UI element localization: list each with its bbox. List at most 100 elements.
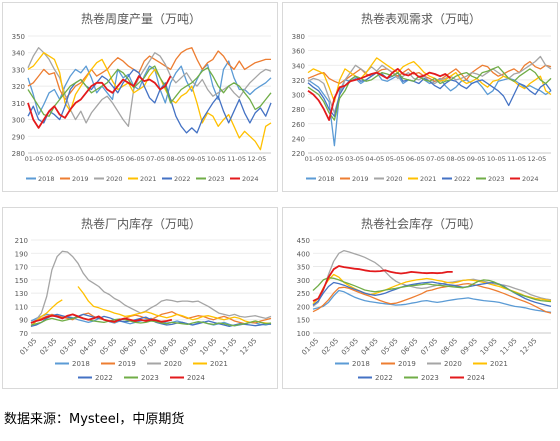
x-tick-label: 01-05: [305, 155, 324, 163]
x-tick-label: 12-05: [527, 155, 546, 163]
y-tick-label: 190: [15, 250, 28, 258]
y-tick-label: 300: [297, 277, 310, 285]
legend-label-2018: 2018: [72, 360, 90, 368]
x-tick-label: 12-05: [238, 337, 258, 357]
x-tick-label: 04-05: [85, 155, 104, 163]
legend-label-2021: 2021: [490, 360, 508, 368]
legend-label-2022: 2022: [174, 175, 191, 183]
y-tick-label: 340: [292, 62, 305, 70]
x-tick-label: 01-05: [18, 337, 38, 357]
y-tick-label: 290: [12, 133, 25, 141]
series-line-2024: [30, 313, 173, 324]
x-tick-label: 05-05: [380, 337, 400, 357]
legend-label-2019: 2019: [398, 360, 416, 368]
y-tick-label: 320: [292, 77, 305, 85]
y-tick-label: 210: [15, 237, 28, 245]
chart-title: 热卷厂内库存（万吨）: [81, 216, 201, 231]
legend-label-2020: 2020: [386, 175, 403, 183]
legend-label-2024: 2024: [467, 374, 485, 382]
chart-title: 热卷周度产量（万吨）: [81, 11, 201, 26]
y-tick-label: 300: [12, 117, 25, 125]
series-line-2022: [27, 68, 272, 134]
x-tick-label: 06-05: [406, 155, 425, 163]
series-line-2019: [312, 282, 552, 314]
legend-label-2021: 2021: [140, 175, 157, 183]
x-tick-label: 10-05: [479, 337, 499, 357]
x-tick-label: 11-05: [499, 337, 519, 357]
y-tick-label: 300: [292, 92, 305, 100]
y-tick-label: 450: [297, 237, 310, 245]
x-tick-label: 06-05: [126, 155, 145, 163]
x-tick-label: 08-05: [158, 337, 178, 357]
legend-label-2018: 2018: [318, 175, 335, 183]
y-tick-label: 70: [19, 330, 28, 338]
chart-panel-social-inventory: 热卷社会库存（万吨） 100 150 200 250 300 350 400 450 01-05 0…: [282, 207, 558, 389]
y-tick-label: 240: [292, 135, 305, 143]
y-tick-label: 150: [15, 277, 28, 285]
x-tick-label: 02-05: [320, 337, 340, 357]
series-line-2024: [307, 68, 452, 121]
x-tick-label: 02-05: [325, 155, 344, 163]
x-tick-label: 07-05: [419, 337, 439, 357]
series-line-2020: [30, 250, 272, 324]
y-tick-label: 200: [297, 303, 310, 311]
legend-label-2023: 2023: [421, 374, 439, 382]
series-line-2024: [27, 75, 172, 129]
y-tick-label: 330: [12, 66, 25, 74]
chart-title: 热卷表观需求（万吨）: [361, 11, 481, 26]
x-tick-label: 04-05: [365, 155, 384, 163]
legend-label-2022: 2022: [95, 374, 113, 382]
y-tick-label: 350: [12, 33, 25, 41]
x-tick-label: 09-05: [178, 337, 198, 357]
x-tick-label: 02-05: [45, 155, 64, 163]
series-line-2020: [312, 249, 552, 307]
series-line-2024: [312, 265, 453, 302]
x-tick-label: 04-05: [78, 337, 98, 357]
x-tick-label: 07-05: [146, 155, 165, 163]
chart-panel-mill-inventory: 热卷厂内库存（万吨） 70 90 110 130 150 170 190 210 01-05 02-…: [2, 207, 278, 389]
y-tick-label: 310: [12, 100, 25, 108]
y-tick-label: 280: [292, 106, 305, 114]
x-tick-label: 11-05: [227, 155, 246, 163]
legend-label-2020: 2020: [164, 360, 182, 368]
y-tick-label: 130: [15, 290, 28, 298]
x-tick-label: 06-05: [118, 337, 138, 357]
x-tick-label: 10-05: [487, 155, 506, 163]
y-tick-label: 340: [12, 50, 25, 58]
legend-label-2022: 2022: [454, 175, 471, 183]
x-tick-label: 01-05: [25, 155, 44, 163]
legend-label-2021: 2021: [420, 175, 437, 183]
data-source-note: 数据来源：Mysteel，中原期货: [4, 412, 185, 427]
x-tick-label: 07-05: [138, 337, 158, 357]
y-tick-label: 320: [12, 83, 25, 91]
x-tick-label: 03-05: [58, 337, 78, 357]
y-tick-label: 380: [292, 33, 305, 41]
x-tick-label: 11-05: [507, 155, 526, 163]
x-tick-label: 04-05: [360, 337, 380, 357]
chart-title: 热卷社会库存（万吨）: [361, 216, 481, 231]
legend-label-2020: 2020: [106, 175, 123, 183]
x-tick-label: 05-05: [386, 155, 405, 163]
series-line-2019: [307, 60, 552, 85]
y-tick-label: 250: [297, 290, 310, 298]
x-tick-label: 09-05: [467, 155, 486, 163]
legend-label-2023: 2023: [208, 175, 225, 183]
x-tick-label: 07-05: [426, 155, 445, 163]
x-tick-label: 05-05: [98, 337, 118, 357]
series-line-2020: [27, 47, 272, 127]
x-tick-label: 08-05: [166, 155, 185, 163]
y-tick-label: 170: [15, 264, 28, 272]
x-tick-label: 10-05: [198, 337, 218, 357]
x-tick-label: 08-05: [439, 337, 459, 357]
legend-label-2018: 2018: [352, 360, 370, 368]
chart-panel-apparent-demand: 热卷表观需求（万吨） 220 240 260 280 300 320 340 360 380 01-…: [282, 2, 558, 192]
chart-panel-weekly-output: 热卷周度产量（万吨） 280 290 300 310 320 330 340 350 01-05 0…: [2, 2, 278, 192]
series-line-2023: [312, 277, 552, 303]
series-line-2023: [27, 65, 272, 117]
x-tick-label: 12-05: [518, 337, 538, 357]
y-tick-label: 350: [297, 264, 310, 272]
y-tick-label: 220: [292, 150, 305, 158]
y-tick-label: 400: [297, 250, 310, 258]
chart-mill-inventory: 热卷厂内库存（万吨） 70 90 110 130 150 170 190 210 01-05 02-…: [15, 216, 272, 382]
legend-label-2019: 2019: [72, 175, 89, 183]
